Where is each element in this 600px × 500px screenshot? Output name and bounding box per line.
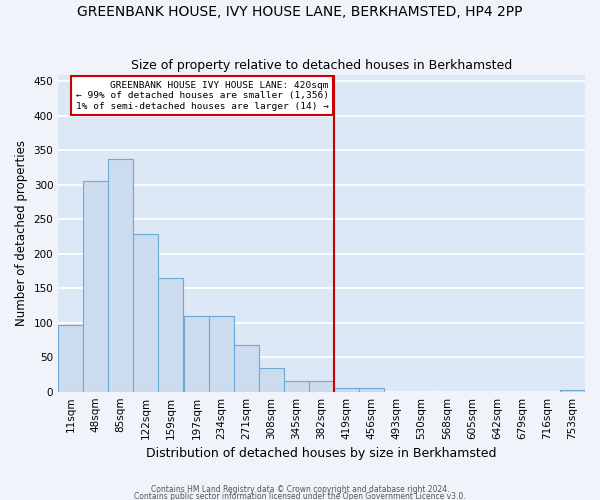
Bar <box>359 388 384 392</box>
Bar <box>560 390 585 392</box>
Bar <box>184 316 209 392</box>
Bar <box>83 182 108 392</box>
Bar <box>209 316 234 392</box>
Bar <box>133 234 158 392</box>
Bar <box>284 382 309 392</box>
Bar <box>259 368 284 392</box>
Title: Size of property relative to detached houses in Berkhamsted: Size of property relative to detached ho… <box>131 59 512 72</box>
Y-axis label: Number of detached properties: Number of detached properties <box>15 140 28 326</box>
Bar <box>309 382 334 392</box>
Bar <box>58 325 83 392</box>
Text: Contains public sector information licensed under the Open Government Licence v3: Contains public sector information licen… <box>134 492 466 500</box>
Bar <box>158 278 183 392</box>
X-axis label: Distribution of detached houses by size in Berkhamsted: Distribution of detached houses by size … <box>146 447 497 460</box>
Bar <box>234 345 259 392</box>
Text: GREENBANK HOUSE IVY HOUSE LANE: 420sqm
← 99% of detached houses are smaller (1,3: GREENBANK HOUSE IVY HOUSE LANE: 420sqm ←… <box>76 81 329 110</box>
Text: Contains HM Land Registry data © Crown copyright and database right 2024.: Contains HM Land Registry data © Crown c… <box>151 486 449 494</box>
Text: GREENBANK HOUSE, IVY HOUSE LANE, BERKHAMSTED, HP4 2PP: GREENBANK HOUSE, IVY HOUSE LANE, BERKHAM… <box>77 5 523 19</box>
Bar <box>108 158 133 392</box>
Bar <box>334 388 359 392</box>
